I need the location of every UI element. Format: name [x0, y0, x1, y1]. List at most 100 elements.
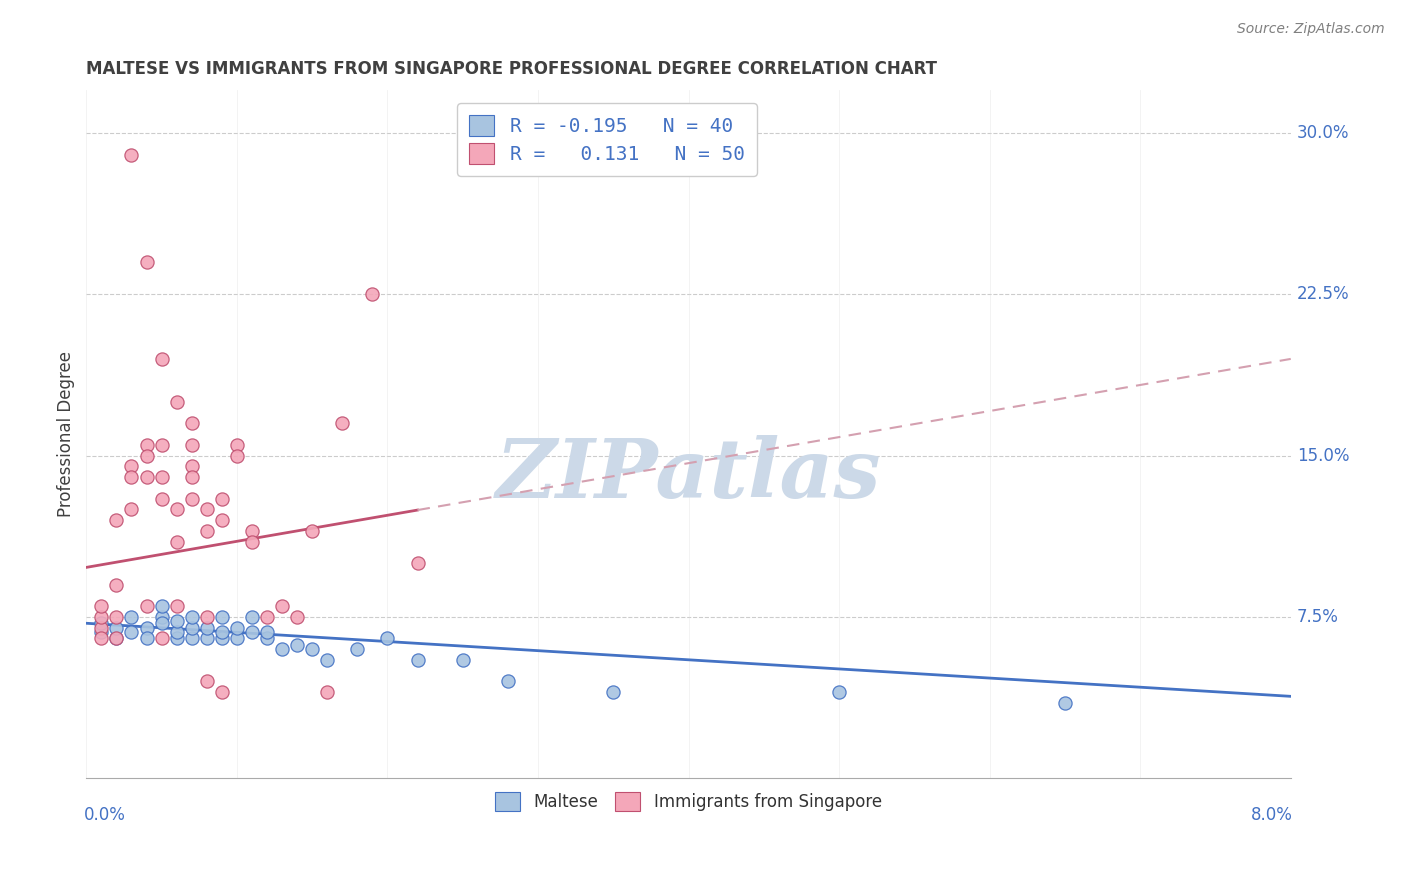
Point: [240, 524, 263, 538]
Point: [180, 632, 202, 646]
Point: [120, 502, 142, 516]
Point: [316, 685, 339, 699]
Point: [120, 147, 142, 161]
Point: [166, 632, 188, 646]
Point: [240, 534, 263, 549]
Point: [150, 599, 173, 613]
Point: [195, 621, 218, 635]
Point: [135, 621, 157, 635]
Point: [285, 609, 308, 624]
Point: [377, 632, 399, 646]
Point: [105, 621, 128, 635]
Point: [301, 524, 323, 538]
Text: ZIPatlas: ZIPatlas: [496, 435, 882, 516]
Point: [90, 621, 112, 635]
Legend: Maltese, Immigrants from Singapore: Maltese, Immigrants from Singapore: [489, 786, 889, 818]
Point: [180, 621, 202, 635]
Point: [602, 685, 624, 699]
Point: [90, 599, 112, 613]
Point: [150, 438, 173, 452]
Point: [166, 502, 188, 516]
Point: [195, 524, 218, 538]
Point: [180, 609, 202, 624]
Point: [180, 438, 202, 452]
Point: [180, 459, 202, 474]
Text: Source: ZipAtlas.com: Source: ZipAtlas.com: [1237, 22, 1385, 37]
Point: [150, 609, 173, 624]
Point: [105, 609, 128, 624]
Point: [330, 417, 353, 431]
Point: [361, 287, 384, 301]
Point: [120, 609, 142, 624]
Point: [90, 616, 112, 631]
Point: [195, 674, 218, 689]
Point: [271, 599, 294, 613]
Point: [180, 491, 202, 506]
Point: [406, 556, 429, 570]
Point: [166, 395, 188, 409]
Point: [451, 653, 474, 667]
Point: [166, 599, 188, 613]
Point: [211, 609, 233, 624]
Point: [120, 459, 142, 474]
Point: [211, 513, 233, 527]
Point: [256, 624, 278, 639]
Point: [225, 449, 247, 463]
Point: [346, 642, 368, 657]
Text: 30.0%: 30.0%: [1296, 124, 1350, 142]
Point: [150, 351, 173, 366]
Point: [166, 624, 188, 639]
Point: [1053, 696, 1076, 710]
Point: [105, 632, 128, 646]
Point: [301, 642, 323, 657]
Text: MALTESE VS IMMIGRANTS FROM SINGAPORE PROFESSIONAL DEGREE CORRELATION CHART: MALTESE VS IMMIGRANTS FROM SINGAPORE PRO…: [86, 60, 938, 78]
Point: [195, 502, 218, 516]
Point: [120, 624, 142, 639]
Point: [135, 599, 157, 613]
Text: 0.0%: 0.0%: [84, 805, 125, 823]
Point: [211, 632, 233, 646]
Point: [256, 632, 278, 646]
Point: [180, 470, 202, 484]
Point: [285, 638, 308, 652]
Point: [225, 632, 247, 646]
Point: [120, 470, 142, 484]
Point: [150, 470, 173, 484]
Point: [90, 632, 112, 646]
Point: [150, 616, 173, 631]
Point: [166, 534, 188, 549]
Point: [225, 621, 247, 635]
Point: [211, 624, 233, 639]
Point: [240, 624, 263, 639]
Point: [135, 255, 157, 269]
Point: [90, 609, 112, 624]
Point: [225, 438, 247, 452]
Point: [195, 609, 218, 624]
Point: [211, 491, 233, 506]
Point: [406, 653, 429, 667]
Point: [828, 685, 851, 699]
Point: [105, 513, 128, 527]
Point: [166, 614, 188, 628]
Point: [180, 417, 202, 431]
Point: [256, 609, 278, 624]
Point: [195, 632, 218, 646]
Point: [211, 685, 233, 699]
Text: 15.0%: 15.0%: [1296, 447, 1350, 465]
Point: [150, 632, 173, 646]
Point: [105, 577, 128, 591]
Point: [496, 674, 519, 689]
Point: [90, 624, 112, 639]
Text: 22.5%: 22.5%: [1296, 285, 1350, 303]
Point: [135, 632, 157, 646]
Point: [316, 653, 339, 667]
Point: [150, 491, 173, 506]
Point: [240, 609, 263, 624]
Point: [271, 642, 294, 657]
Point: [105, 632, 128, 646]
Point: [135, 438, 157, 452]
Point: [135, 470, 157, 484]
Point: [135, 449, 157, 463]
Text: 8.0%: 8.0%: [1251, 805, 1294, 823]
Text: 7.5%: 7.5%: [1296, 607, 1339, 626]
